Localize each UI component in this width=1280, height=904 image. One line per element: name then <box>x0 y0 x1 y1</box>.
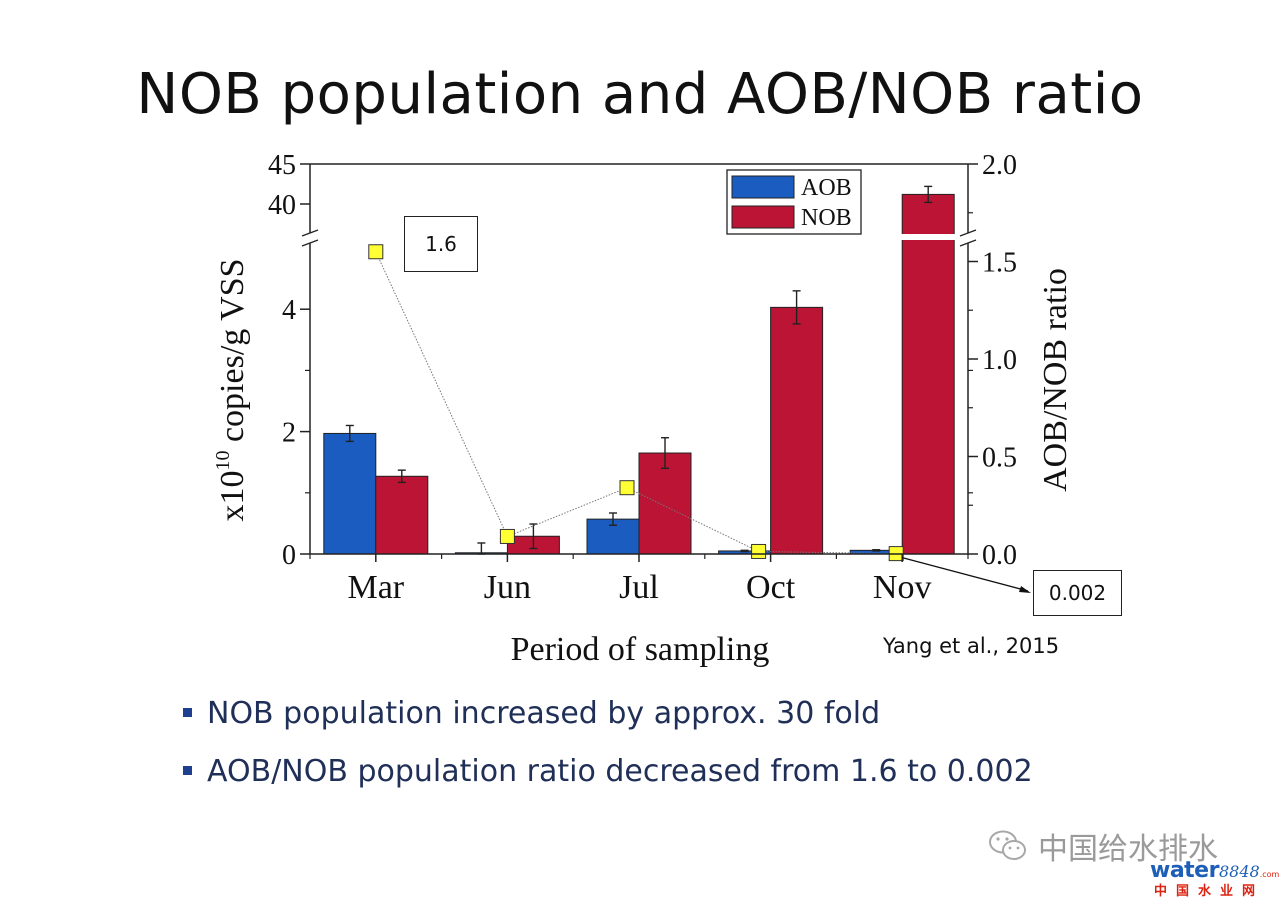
bullet-text: NOB population increased by approx. 30 f… <box>207 696 881 731</box>
left-axis-title-exponent: 10 <box>212 451 234 471</box>
right-tick-label: 1.5 <box>982 248 1017 279</box>
bar-nob <box>770 306 824 555</box>
left-tick-label: 45 <box>268 150 296 181</box>
callout-arrow <box>902 556 1029 592</box>
legend-label-aob: AOB <box>801 175 852 201</box>
right-tick-label: 0.5 <box>982 443 1017 474</box>
axis-layer <box>300 163 978 562</box>
ratio-point <box>499 528 515 544</box>
logo-chinese: 中国水业网 <box>1154 884 1265 899</box>
ratio-point <box>368 244 384 260</box>
legend-label-nob: NOB <box>801 205 852 231</box>
bullet-item: AOB/NOB population ratio decreased from … <box>183 743 1033 801</box>
right-tick-label: 1.0 <box>982 345 1017 376</box>
left-tick-label: 40 <box>268 190 296 221</box>
logo-domain: .com <box>1259 870 1280 879</box>
x-tick-label: Mar <box>347 569 404 606</box>
left-axis-title-suffix: copies/g VSS <box>214 258 251 450</box>
callout-arrowhead <box>1019 586 1031 593</box>
watermark: 中国给水排水 <box>988 826 1218 867</box>
bar-nob <box>375 475 429 555</box>
bar-nob <box>901 193 955 555</box>
right-axis-break-mark <box>959 239 977 247</box>
x-tick-label: Oct <box>746 569 796 606</box>
legend-swatch-aob <box>731 175 795 199</box>
x-tick-label: Nov <box>873 569 932 606</box>
left-axis-title: x1010 copies/g VSS <box>212 258 251 521</box>
x-tick-label: Jul <box>619 569 659 606</box>
ratio-point <box>751 543 767 559</box>
wechat-icon <box>989 830 1026 860</box>
ratio-point <box>619 480 635 496</box>
watermark-account: 中国给水排水 <box>1038 832 1218 867</box>
x-axis-title: Period of sampling <box>511 631 770 668</box>
left-axis-break-mark <box>301 229 319 237</box>
bar-nob <box>638 452 692 555</box>
right-tick-label: 2.0 <box>982 150 1017 181</box>
bullet-list: NOB population increased by approx. 30 f… <box>183 685 1033 801</box>
right-axis-break-mark <box>959 229 977 237</box>
x-tick-label: Jun <box>484 569 531 606</box>
axis-break-gap <box>898 234 959 240</box>
left-axis-title-prefix: x10 <box>214 471 251 522</box>
bullet-item: NOB population increased by approx. 30 f… <box>183 685 1033 743</box>
bullet-square-icon <box>183 708 192 717</box>
left-tick-label: 4 <box>282 295 296 326</box>
citation: Yang et al., 2015 <box>883 634 1060 658</box>
slide-title: NOB population and AOB/NOB ratio <box>136 62 1144 127</box>
logo-number: 8848 <box>1218 862 1260 881</box>
plot-layer <box>323 185 1031 593</box>
bullet-text: AOB/NOB population ratio decreased from … <box>207 754 1033 789</box>
left-tick-label: 2 <box>282 418 296 449</box>
legend-swatch-nob <box>731 205 795 229</box>
bar-aob <box>323 432 377 555</box>
logo-word: water <box>1150 858 1219 883</box>
left-axis-break-mark <box>301 239 319 247</box>
right-axis-title: AOB/NOB ratio <box>1037 268 1074 492</box>
right-tick-label: 0.0 <box>982 540 1017 571</box>
ratio-callout-end: 0.002 <box>1033 570 1122 616</box>
bullet-square-icon <box>183 766 192 775</box>
ratio-callout-start: 1.6 <box>404 216 478 272</box>
left-tick-label: 0 <box>282 540 296 571</box>
label-layer: 0 2 4 40 45 0.0 0.5 1.0 1.5 2.0 Mar Jun Jul Oct Nov Per… <box>212 150 1074 668</box>
water8848-logo: water8848.com 中国水业网 <box>1150 858 1279 899</box>
